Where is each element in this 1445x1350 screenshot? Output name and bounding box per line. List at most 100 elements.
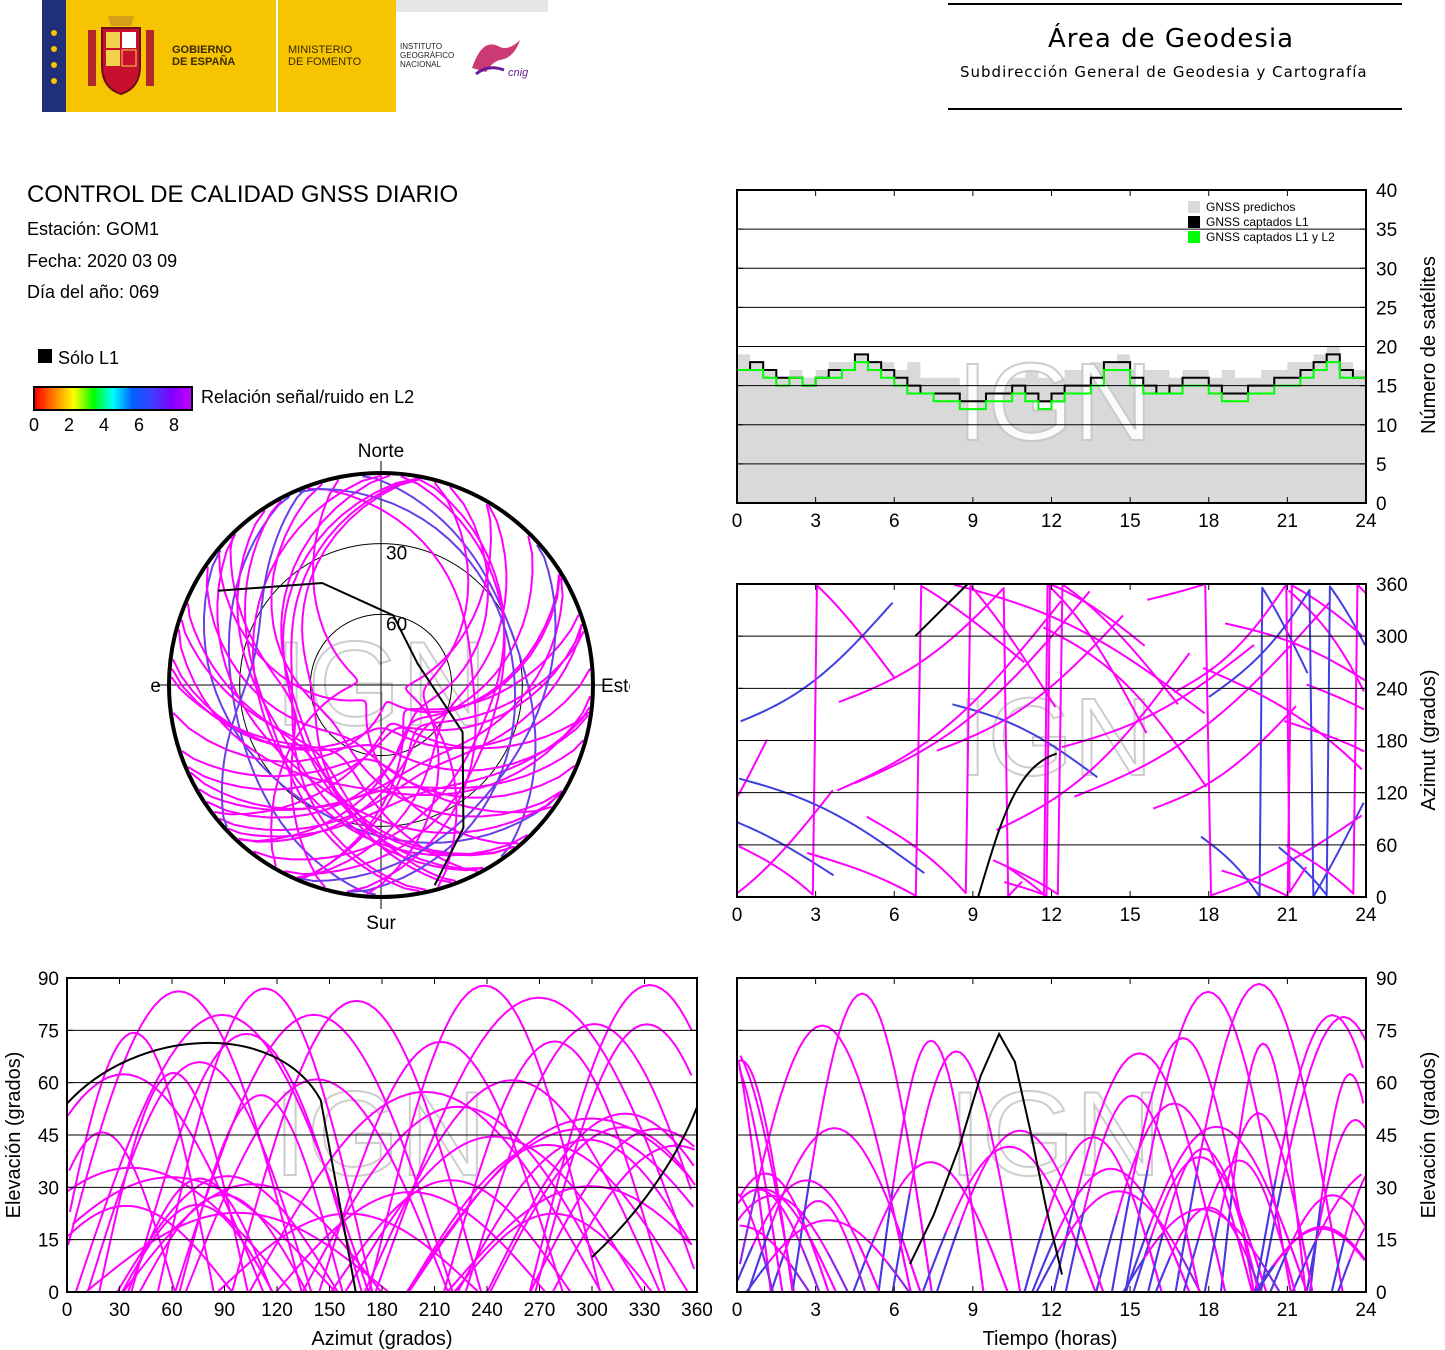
sky-track: [198, 739, 584, 812]
ign-watermark: IGN: [957, 676, 1153, 799]
header-rule-top: [948, 3, 1402, 5]
l1-only-swatch: [38, 349, 52, 363]
elevation-time-track: [852, 1161, 1009, 1293]
elevation-track: [318, 1040, 564, 1293]
azimuth-track: [738, 777, 925, 874]
elevation-track: [528, 984, 693, 1293]
low-snr-segment: [1174, 1166, 1199, 1293]
x-tick-label: 6: [889, 511, 900, 532]
elevation-time-track: [1174, 982, 1344, 1293]
y-axis-label: Azimut (grados): [1418, 669, 1440, 810]
low-snr-segment: [1291, 1241, 1317, 1293]
snr-tick: 0: [29, 415, 40, 435]
y-tick-label: 180: [1376, 732, 1408, 753]
legend-swatch: [1188, 216, 1200, 228]
low-snr-segment: [1219, 1190, 1234, 1293]
elevation-time-track: [1052, 1052, 1227, 1293]
area-subtitle: Subdirección General de Geodesia y Carto…: [960, 63, 1368, 81]
elevation-time-track: [1132, 1156, 1268, 1293]
low-snr-segment: [802, 1249, 821, 1293]
low-snr-segment: [1052, 1194, 1078, 1293]
x-tick-label: 90: [214, 1300, 235, 1321]
x-tick-label: 21: [1277, 511, 1298, 532]
azimuth-track: [952, 703, 1098, 779]
low-snr-segment: [1142, 1228, 1163, 1293]
elevation-track: [363, 1079, 661, 1293]
plot-border: [736, 583, 1367, 898]
y-tick-label: 45: [38, 1126, 59, 1147]
elevation-track: [121, 1203, 274, 1293]
low-snr-segment: [826, 1252, 849, 1293]
low-snr-segment: [1259, 1179, 1284, 1293]
low-snr-segment: [789, 1264, 811, 1293]
elevation-time-track: [1154, 1206, 1263, 1293]
x-axis-label: Tiempo (horas): [983, 1328, 1118, 1350]
elevation-track: [446, 1185, 692, 1293]
area-title: Área de Geodesia: [1048, 24, 1295, 54]
low-snr-segment: [1256, 1264, 1276, 1293]
elevation-time-track: [1124, 990, 1292, 1293]
banner-divider: [276, 0, 278, 112]
snr-tick: 6: [134, 415, 145, 435]
x-tick-label: 24: [1355, 511, 1377, 532]
low-snr-segment: [1124, 1169, 1149, 1293]
y-tick-label: 20: [1376, 338, 1397, 359]
azimuth-track: [866, 584, 1057, 895]
elevation-track: [231, 999, 483, 1293]
azimuth-track: [1043, 626, 1208, 788]
x-tick-label: 0: [62, 1300, 73, 1321]
series-l1l2-line: [737, 361, 1367, 411]
report-title: CONTROL DE CALIDAD GNSS DIARIO: [27, 181, 459, 208]
elevation-track: [86, 1061, 313, 1293]
x-tick-label: 12: [1041, 905, 1062, 926]
elevation-time-track: [736, 1179, 881, 1293]
x-axis-label: Azimut (grados): [311, 1328, 452, 1350]
ign-label: INSTITUTO GEOGRÁFICO NACIONAL: [400, 42, 455, 69]
snr-tick: 4: [99, 415, 110, 435]
x-tick-label: 18: [1198, 905, 1219, 926]
legend-label: GNSS predichos: [1206, 200, 1295, 214]
legend-label: GNSS captados L1 y L2: [1206, 230, 1335, 244]
elevation-track: [116, 1175, 339, 1293]
low-snr-segment: [770, 1254, 785, 1293]
elevation-track: [184, 1078, 449, 1293]
azimuth-track: [1286, 583, 1367, 895]
x-tick-label: 9: [968, 1300, 979, 1321]
snr-colorbar: [33, 386, 193, 411]
x-tick-label: 0: [732, 511, 743, 532]
x-tick-label: 3: [810, 511, 821, 532]
low-snr-segment: [1279, 1238, 1296, 1293]
sky-track: [206, 486, 489, 819]
ign-watermark: IGN: [957, 341, 1153, 464]
skyplot-chart: IGN3060NorteSurEsteOeste: [150, 441, 630, 934]
x-tick-label: 210: [419, 1300, 451, 1321]
sky-track: [270, 482, 563, 818]
y-tick-label: 60: [1376, 1074, 1397, 1095]
y-tick-label: 0: [48, 1283, 59, 1304]
elevation-track: [67, 1204, 234, 1293]
low-snr-segment: [1182, 1238, 1200, 1293]
elevation-time-track: [1035, 1190, 1202, 1293]
elevation-track: [248, 1090, 602, 1293]
azimuth-track: [1152, 705, 1297, 810]
x-tick-label: 0: [732, 1300, 743, 1321]
x-tick-label: 15: [1120, 905, 1141, 926]
x-tick-label: 270: [524, 1300, 556, 1321]
y-axis-label: Elevación (grados): [1418, 1052, 1440, 1219]
elevation-track: [489, 1126, 696, 1293]
y-tick-label: 75: [1376, 1021, 1397, 1042]
elevation-time-track: [1182, 1159, 1296, 1293]
header-rule-bottom: [948, 108, 1402, 110]
snr-label: Relación señal/ruido en L2: [201, 387, 415, 407]
sky-track: [239, 574, 560, 843]
x-tick-label: 120: [261, 1300, 293, 1321]
ign-logo-box: [396, 0, 548, 112]
azimuth-track: [1004, 583, 1146, 897]
low-snr-segment: [736, 1246, 754, 1281]
low-snr-segment: [765, 1192, 784, 1293]
elevation-track: [85, 1211, 390, 1293]
x-tick-label: 300: [576, 1300, 608, 1321]
y-tick-label: 300: [1376, 627, 1408, 648]
azimuth-track: [992, 583, 1179, 896]
